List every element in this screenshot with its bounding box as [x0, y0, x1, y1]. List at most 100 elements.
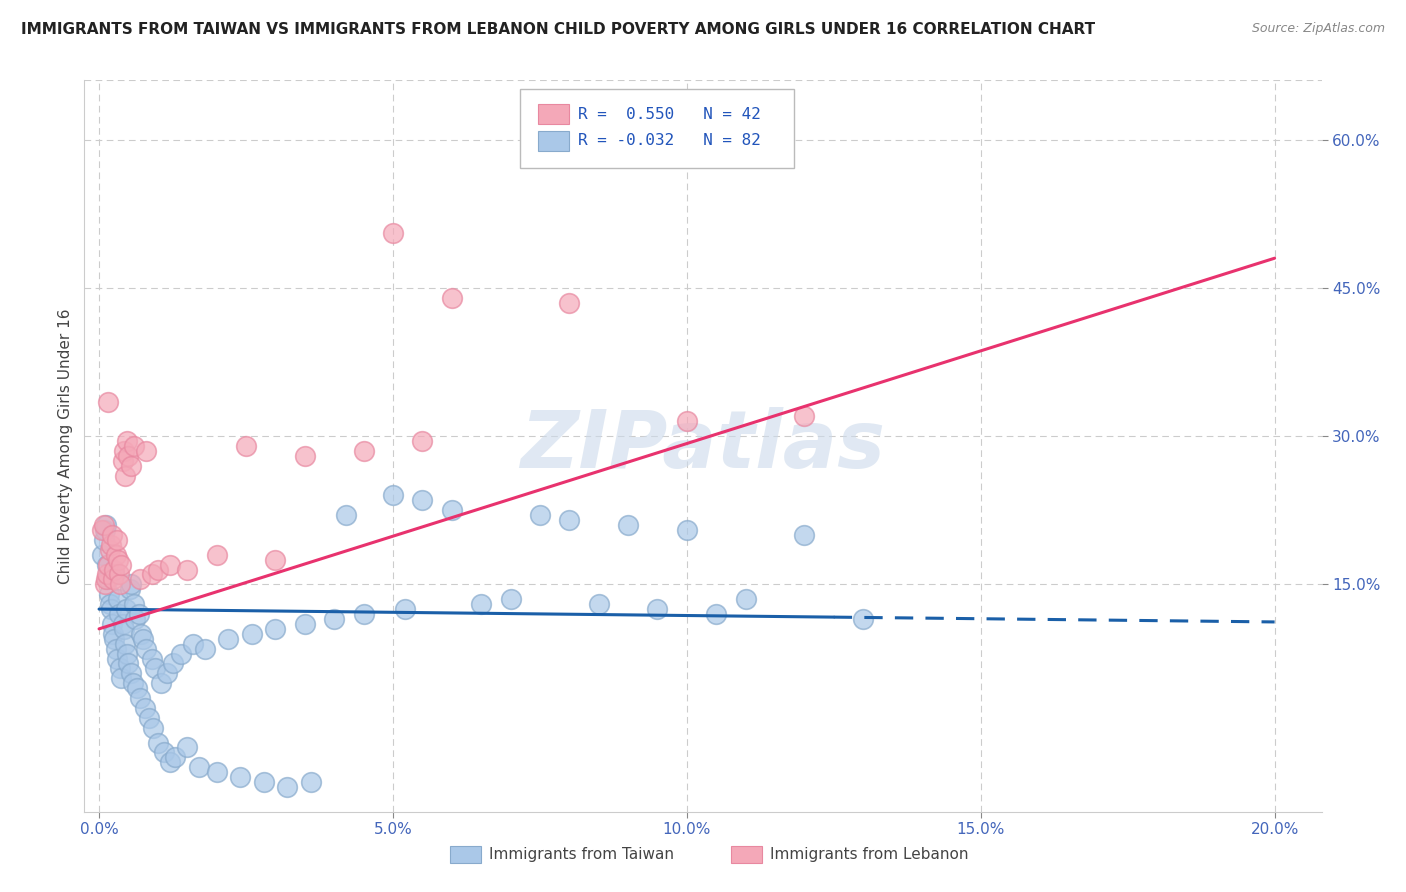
Point — [253, 775, 276, 789]
Point — [335, 508, 357, 523]
Point — [124, 439, 146, 453]
Point — [165, 750, 187, 764]
Point — [793, 528, 815, 542]
Point — [108, 607, 131, 621]
Point — [217, 632, 239, 646]
Point — [235, 439, 257, 453]
Point — [91, 548, 114, 562]
Point — [704, 607, 727, 621]
Point — [105, 651, 128, 665]
Point — [114, 637, 136, 651]
Point — [100, 538, 122, 552]
Point — [108, 661, 131, 675]
Point — [111, 454, 134, 468]
Point — [124, 597, 146, 611]
Point — [129, 573, 152, 587]
Point — [98, 542, 121, 557]
Point — [411, 493, 433, 508]
Point — [176, 740, 198, 755]
Point — [97, 558, 120, 572]
Point — [142, 721, 165, 735]
Text: IMMIGRANTS FROM TAIWAN VS IMMIGRANTS FROM LEBANON CHILD POVERTY AMONG GIRLS UNDE: IMMIGRANTS FROM TAIWAN VS IMMIGRANTS FRO… — [21, 22, 1095, 37]
Point — [194, 641, 217, 656]
Point — [135, 641, 157, 656]
Point — [98, 587, 121, 601]
Point — [93, 518, 115, 533]
Point — [440, 503, 463, 517]
Point — [143, 661, 166, 675]
Point — [440, 291, 463, 305]
Point — [111, 616, 134, 631]
Text: R =  0.550   N = 42: R = 0.550 N = 42 — [578, 107, 761, 121]
Point — [156, 666, 179, 681]
Text: R = -0.032   N = 82: R = -0.032 N = 82 — [578, 134, 761, 148]
Y-axis label: Child Poverty Among Girls Under 16: Child Poverty Among Girls Under 16 — [58, 309, 73, 583]
Point — [128, 607, 150, 621]
Point — [103, 567, 125, 582]
Point — [162, 657, 184, 671]
Point — [131, 627, 153, 641]
Point — [264, 552, 287, 566]
Point — [94, 523, 117, 537]
Point — [104, 641, 127, 656]
Point — [240, 627, 263, 641]
Point — [558, 513, 581, 527]
Point — [152, 746, 174, 760]
Point — [117, 647, 139, 661]
Point — [159, 558, 181, 572]
Point — [120, 577, 142, 591]
Point — [264, 622, 287, 636]
Point — [98, 597, 121, 611]
Point — [134, 701, 156, 715]
Point — [529, 508, 551, 523]
Point — [101, 616, 124, 631]
Point — [103, 632, 125, 646]
Point — [617, 518, 640, 533]
Point — [205, 765, 228, 780]
Point — [117, 449, 139, 463]
Point — [558, 295, 581, 310]
Point — [135, 444, 157, 458]
Point — [96, 558, 118, 572]
Point — [94, 573, 117, 587]
Point — [108, 567, 131, 582]
Text: Immigrants from Taiwan: Immigrants from Taiwan — [489, 847, 675, 862]
Point — [100, 602, 122, 616]
Point — [110, 558, 132, 572]
Point — [852, 612, 875, 626]
Point — [188, 760, 211, 774]
Point — [588, 597, 610, 611]
Point — [170, 647, 193, 661]
Point — [104, 548, 127, 562]
Point — [112, 444, 135, 458]
Point — [94, 577, 117, 591]
Point — [96, 567, 118, 582]
Point — [205, 548, 228, 562]
Point — [299, 775, 322, 789]
Point — [132, 632, 155, 646]
Point — [122, 676, 145, 690]
Point — [647, 602, 669, 616]
Point — [176, 563, 198, 577]
Point — [101, 627, 124, 641]
Point — [276, 780, 298, 794]
Text: ZIPatlas: ZIPatlas — [520, 407, 886, 485]
Point — [110, 671, 132, 685]
Point — [107, 592, 129, 607]
Point — [93, 533, 115, 547]
Point — [394, 602, 416, 616]
Point — [146, 563, 169, 577]
Point — [146, 735, 169, 749]
Point — [141, 567, 163, 582]
Point — [117, 434, 139, 448]
Point — [129, 691, 152, 706]
Point — [499, 592, 522, 607]
Point — [734, 592, 756, 607]
Point — [97, 573, 120, 587]
Point — [105, 533, 128, 547]
Point — [107, 552, 129, 566]
Point — [120, 458, 142, 473]
Point — [120, 666, 142, 681]
Point — [114, 468, 136, 483]
Point — [101, 528, 124, 542]
